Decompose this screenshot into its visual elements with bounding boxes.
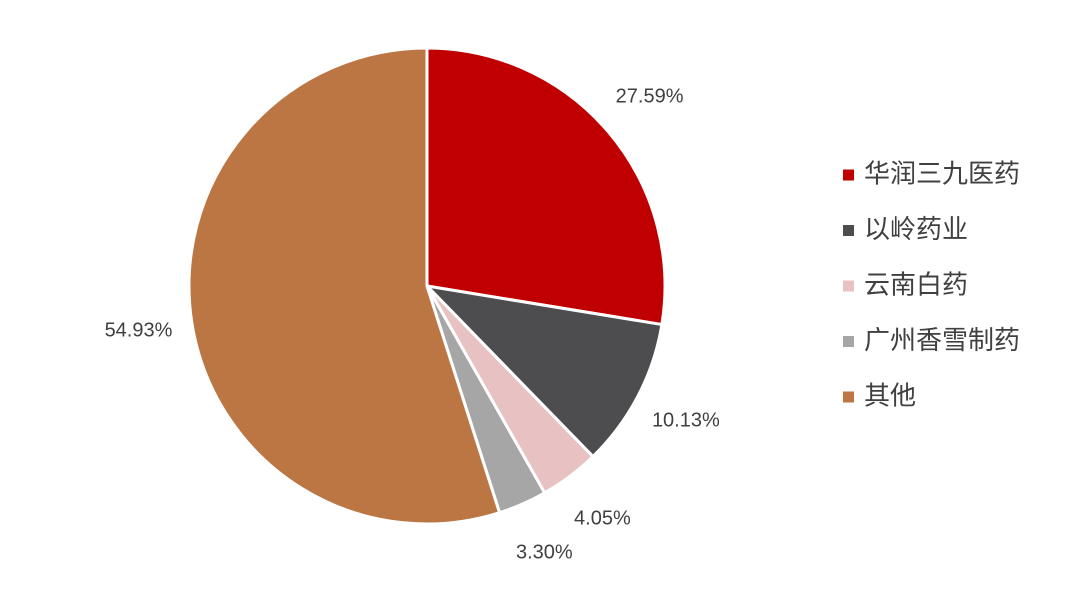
value-label: 10.13% [652, 409, 720, 431]
legend-swatch [843, 280, 854, 292]
value-label: 4.05% [574, 508, 631, 530]
legend-swatch [843, 391, 854, 403]
value-label: 54.93% [105, 319, 173, 341]
legend-label: 广州香雪制药 [864, 326, 1020, 356]
pie-slice [187, 46, 502, 526]
pie-slice [422, 283, 664, 459]
value-label: 27.59% [616, 85, 684, 107]
legend-swatch [843, 169, 854, 181]
pie-slice [425, 46, 667, 327]
value-label: 3.30% [516, 542, 573, 564]
legend-label: 以岭药业 [864, 215, 968, 245]
legend-label: 其他 [864, 382, 916, 412]
legend-swatch [843, 225, 854, 236]
legend-label: 云南白药 [864, 271, 968, 301]
legend-label: 华润三九医药 [864, 160, 1020, 190]
legend-swatch [843, 336, 854, 347]
